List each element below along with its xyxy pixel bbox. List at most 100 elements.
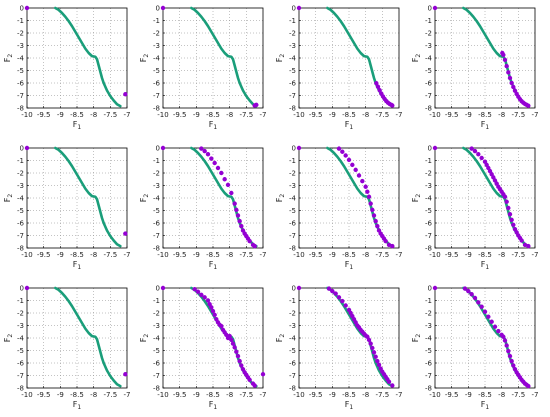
y-tick-label: -7	[17, 92, 24, 100]
solution-point	[375, 358, 380, 364]
solution-point	[219, 170, 224, 176]
solution-points	[296, 5, 395, 108]
x-tick-label: -8.5	[342, 111, 356, 119]
solution-point	[123, 231, 128, 236]
y-axis-label-main: F	[139, 197, 148, 202]
x-axis-label-main: F	[73, 260, 78, 269]
x-axis-label: F1	[73, 400, 82, 411]
y-tick-label: -8	[425, 105, 432, 113]
solution-points	[24, 5, 128, 97]
y-tick-label: -4	[153, 195, 161, 203]
y-tick-label: -6	[17, 360, 25, 368]
y-tick-label: -2	[17, 310, 24, 318]
solution-point	[336, 295, 342, 300]
solution-point	[219, 323, 224, 329]
y-tick-label: -4	[17, 55, 25, 63]
solution-point	[501, 334, 506, 339]
solution-points	[160, 285, 266, 388]
solution-point	[479, 304, 484, 309]
x-tick-label: -8.5	[70, 391, 84, 399]
y-tick-label: 0	[156, 145, 160, 153]
solution-point	[476, 300, 481, 305]
solution-point	[239, 223, 244, 229]
x-tick-label: -8.5	[478, 111, 492, 119]
x-tick-label: -8	[226, 111, 233, 119]
x-tick-label: -8.5	[478, 391, 492, 399]
y-axis-label-main: F	[411, 197, 420, 202]
y-tick-label: -8	[425, 245, 432, 253]
solution-point	[336, 146, 342, 151]
solution-points	[160, 5, 259, 108]
y-axis-label-main: F	[411, 337, 420, 342]
y-tick-label: -4	[289, 195, 297, 203]
x-tick-label: -9.5	[309, 391, 323, 399]
y-axis-label-sub: 2	[279, 54, 286, 58]
solution-point	[511, 84, 516, 90]
y-tick-label: -3	[17, 322, 24, 330]
solution-point	[432, 285, 438, 291]
solution-point	[509, 358, 514, 364]
x-tick-label: -9	[465, 391, 472, 399]
x-tick-label: -8.5	[342, 251, 356, 259]
x-axis-label-sub: 1	[485, 404, 489, 411]
y-axis-label: F2	[3, 194, 14, 203]
solution-point	[212, 160, 217, 166]
y-axis-label-main: F	[3, 197, 12, 202]
y-axis-label-main: F	[275, 57, 284, 62]
solution-point	[377, 88, 382, 93]
y-tick-label: -7	[289, 92, 296, 100]
solution-point	[479, 155, 484, 161]
solution-point	[500, 50, 505, 56]
y-tick-label: -8	[425, 385, 432, 393]
solution-point	[375, 223, 380, 229]
y-tick-label: -3	[289, 42, 296, 50]
y-tick-label: -4	[289, 55, 297, 63]
y-tick-label: -1	[425, 17, 432, 25]
solution-point	[209, 305, 214, 310]
subplot-r1-c0: -10 -9.5 -9 -8.5 -8 -7.5 -70-1-2-3-4-5-6-7-8F1…	[3, 145, 130, 272]
x-tick-label: -9.5	[37, 111, 51, 119]
solution-point	[343, 153, 348, 158]
solution-point	[123, 372, 128, 377]
y-tick-label: 0	[156, 285, 160, 293]
y-tick-label: -2	[153, 170, 160, 178]
solution-point	[502, 57, 508, 63]
solution-point	[202, 148, 207, 154]
x-tick-label: -8	[90, 111, 97, 119]
y-axis-label-sub: 2	[415, 54, 422, 58]
solution-point	[215, 165, 221, 171]
solution-point	[229, 337, 234, 343]
y-tick-label: -6	[153, 80, 161, 88]
y-tick-label: -7	[289, 372, 296, 380]
pareto-front-line	[326, 6, 394, 108]
x-axis-label-sub: 1	[77, 404, 81, 411]
x-axis-label-main: F	[345, 260, 350, 269]
x-tick-label: -10	[293, 391, 304, 399]
x-tick-label: -7	[396, 111, 403, 119]
solution-point	[466, 288, 471, 294]
solution-point	[225, 182, 231, 188]
solution-point	[227, 333, 232, 339]
solution-point	[432, 5, 438, 11]
y-tick-label: -2	[17, 30, 24, 38]
y-tick-label: -7	[425, 92, 432, 100]
y-tick-label: -3	[153, 182, 160, 190]
solution-point	[509, 80, 514, 86]
solution-point	[370, 345, 375, 351]
solution-point	[375, 84, 381, 89]
y-tick-label: -5	[289, 347, 296, 355]
solution-point	[371, 350, 377, 355]
solution-point	[247, 377, 252, 383]
y-tick-label: 0	[292, 5, 296, 13]
x-tick-label: -7	[396, 251, 403, 259]
subplot-r2-c2: -10 -9.5 -9 -8.5 -8 -7.5 -70-1-2-3-4-5-6-7-8F1…	[275, 285, 402, 412]
solution-points	[296, 145, 395, 249]
y-tick-label: -6	[17, 220, 25, 228]
y-tick-label: -8	[153, 385, 160, 393]
y-tick-label: 0	[292, 145, 296, 153]
y-tick-label: -8	[17, 245, 24, 253]
x-axis-label-main: F	[73, 120, 78, 129]
x-tick-label: -8.5	[342, 391, 356, 399]
y-tick-label: -4	[153, 55, 161, 63]
